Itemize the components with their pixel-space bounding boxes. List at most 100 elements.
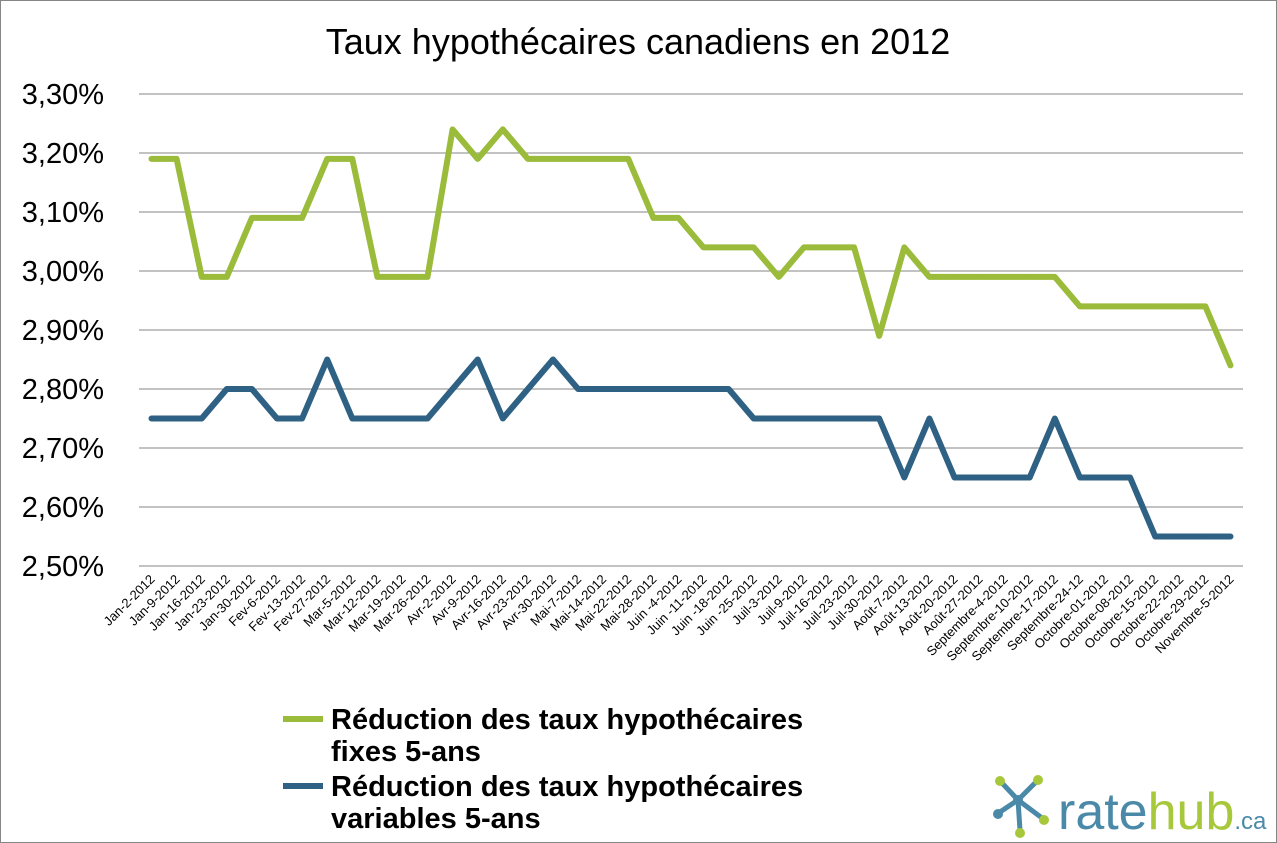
data-point — [1103, 476, 1107, 480]
data-point — [1203, 535, 1207, 539]
data-point — [902, 245, 906, 249]
data-point — [952, 275, 956, 279]
data-point — [952, 476, 956, 480]
data-point — [400, 417, 404, 421]
data-point — [1153, 535, 1157, 539]
data-point — [626, 387, 630, 391]
data-point — [777, 417, 781, 421]
logo-brand-part2: hub — [1148, 783, 1235, 841]
gridlines — [139, 94, 1243, 566]
logo-suffix: .ca — [1234, 808, 1267, 835]
data-point — [727, 245, 731, 249]
data-point — [877, 417, 881, 421]
data-point — [576, 387, 580, 391]
data-point — [275, 417, 279, 421]
data-point — [927, 275, 931, 279]
data-point — [1178, 535, 1182, 539]
data-point — [551, 358, 555, 362]
data-point — [802, 245, 806, 249]
data-point — [601, 387, 605, 391]
data-point — [526, 157, 530, 161]
data-point — [150, 417, 154, 421]
data-point — [1228, 535, 1232, 539]
data-point — [877, 334, 881, 338]
data-point — [150, 157, 154, 161]
data-point — [676, 387, 680, 391]
data-point — [576, 157, 580, 161]
data-point — [902, 476, 906, 480]
data-point — [451, 387, 455, 391]
data-point — [300, 417, 304, 421]
data-point — [702, 387, 706, 391]
data-point — [1028, 476, 1032, 480]
legend-label-0-1: fixes 5-ans — [331, 736, 481, 768]
data-point — [375, 275, 379, 279]
data-point — [250, 216, 254, 220]
y-tick-label: 3,20% — [22, 138, 104, 170]
data-point — [400, 275, 404, 279]
data-point — [777, 275, 781, 279]
ratehub-logo: ratehub.ca — [993, 775, 1267, 841]
data-point — [626, 157, 630, 161]
data-point — [727, 387, 731, 391]
ratehub-wordmark: ratehub.ca — [1058, 783, 1267, 841]
legend-label-1-1: variables 5-ans — [331, 803, 541, 835]
data-point — [827, 245, 831, 249]
data-point — [651, 387, 655, 391]
data-point — [702, 245, 706, 249]
data-point — [225, 387, 229, 391]
y-tick-label: 3,10% — [22, 197, 104, 229]
data-point — [1128, 476, 1132, 480]
data-point — [225, 275, 229, 279]
data-point — [752, 417, 756, 421]
data-point — [451, 127, 455, 131]
data-point — [978, 476, 982, 480]
data-point — [476, 157, 480, 161]
series-lines — [150, 127, 1233, 538]
data-point — [275, 216, 279, 220]
y-tick-label: 2,90% — [22, 315, 104, 347]
y-axis-ticks: 2,50%2,60%2,70%2,80%2,90%3,00%3,10%3,20%… — [22, 79, 104, 583]
data-point — [426, 275, 430, 279]
data-point — [1203, 304, 1207, 308]
data-point — [175, 417, 179, 421]
data-point — [927, 417, 931, 421]
x-axis-ticks: Jan-2-2012Jan-9-2012Jan-16-2012Jan-23-20… — [101, 572, 1237, 664]
data-point — [501, 417, 505, 421]
data-point — [300, 216, 304, 220]
data-point — [1103, 304, 1107, 308]
data-point — [375, 417, 379, 421]
data-point — [1078, 476, 1082, 480]
data-point — [501, 127, 505, 131]
y-tick-label: 2,80% — [22, 374, 104, 406]
data-point — [1078, 304, 1082, 308]
data-point — [1003, 275, 1007, 279]
data-point — [1003, 476, 1007, 480]
data-point — [1028, 275, 1032, 279]
data-point — [426, 417, 430, 421]
data-point — [350, 417, 354, 421]
data-point — [325, 358, 329, 362]
data-point — [827, 417, 831, 421]
data-point — [1228, 363, 1232, 367]
data-point — [350, 157, 354, 161]
data-point — [175, 157, 179, 161]
data-point — [752, 245, 756, 249]
legend-label-1-0: Réduction des taux hypothécaires — [331, 771, 803, 803]
data-point — [601, 157, 605, 161]
data-point — [651, 216, 655, 220]
data-point — [526, 387, 530, 391]
data-point — [978, 275, 982, 279]
y-tick-label: 2,70% — [22, 433, 104, 465]
ratehub-star-icon — [993, 775, 1049, 838]
data-point — [200, 417, 204, 421]
data-point — [1153, 304, 1157, 308]
legend-label-0-0: Réduction des taux hypothécaires — [331, 704, 803, 736]
data-point — [200, 275, 204, 279]
y-tick-label: 2,60% — [22, 492, 104, 524]
chart-title: Taux hypothécaires canadiens en 2012 — [326, 21, 950, 62]
data-point — [476, 358, 480, 362]
data-point — [325, 157, 329, 161]
data-point — [802, 417, 806, 421]
